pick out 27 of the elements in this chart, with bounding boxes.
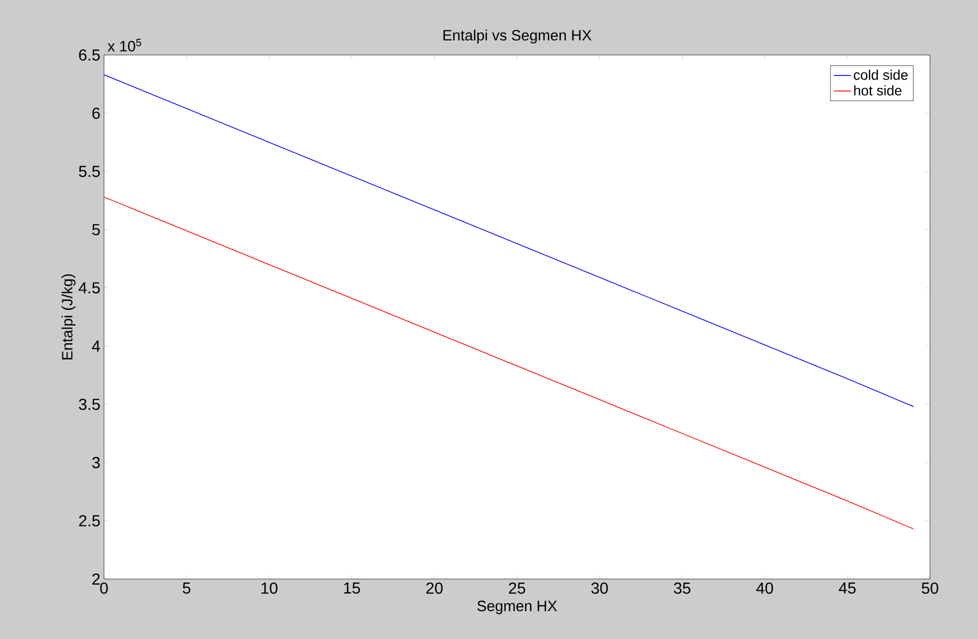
x-tick-label: 5 — [182, 582, 190, 594]
x-tick-label: 15 — [344, 582, 360, 594]
y-tick-label: 4 — [92, 340, 100, 352]
y-tick-label: 6 — [92, 108, 100, 119]
y-tick-label: 6.5 — [79, 49, 100, 61]
y-tick-label: 5 — [92, 224, 100, 236]
x-tick-label: 25 — [508, 582, 526, 594]
y-tick-label: 2.5 — [79, 515, 100, 526]
x-tick-label: 35 — [674, 582, 690, 594]
y-tick-label: 3 — [92, 456, 100, 468]
y-axis-title: Entalpi (J/kg) — [62, 274, 76, 360]
x-tick-label: 45 — [838, 582, 856, 594]
legend-label: cold side — [854, 70, 908, 80]
chart-title: Entalpi vs Segmen HX — [443, 30, 592, 44]
x-tick-label: 40 — [756, 582, 774, 594]
y-tick-label: 3.5 — [78, 398, 100, 410]
y-tick-label: 4.5 — [78, 282, 100, 294]
x-axis-title: Segmen HX — [477, 600, 557, 614]
x-tick-label: 10 — [262, 582, 278, 594]
x-tick-label: 50 — [922, 582, 938, 594]
x-tick-label: 0 — [100, 582, 108, 594]
x-tick-label: 30 — [591, 582, 608, 594]
y-tick-label: 5.5 — [78, 166, 100, 177]
y-tick-label: 2 — [92, 573, 100, 585]
x-tick-label: 20 — [426, 582, 443, 594]
legend-label: hot side — [854, 85, 902, 96]
text: x 10$^{5}$ — [108, 38, 142, 52]
